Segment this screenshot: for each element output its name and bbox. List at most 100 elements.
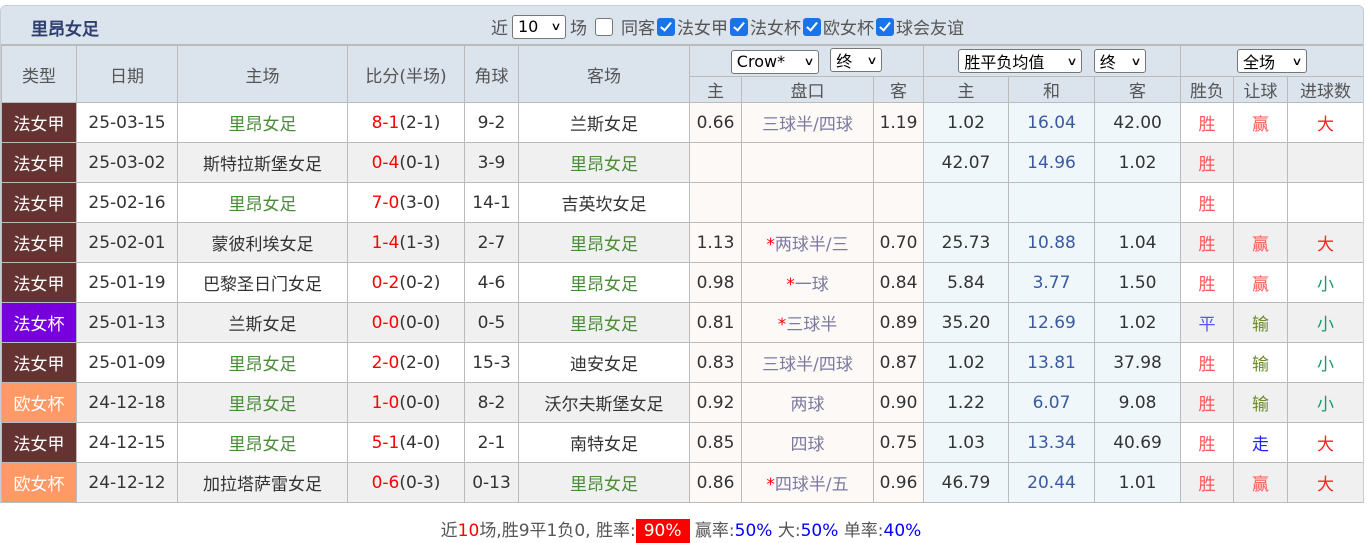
ah-away-odds	[872, 142, 925, 183]
ou-result: 小	[1287, 382, 1363, 423]
match-count-select[interactable]: 10 ∨	[512, 14, 566, 39]
away-team[interactable]: 里昂女足	[518, 222, 690, 263]
summary-text: 近	[440, 521, 458, 541]
match-type[interactable]: 法女甲	[1, 142, 77, 183]
ah-line	[741, 142, 874, 183]
match-history-panel: 里昂女足 近 10 ∨ 场 同客 法女甲 法女杯 欧女杯 球会友谊 类型 日期 主场 比分…	[0, 5, 1364, 503]
match-type[interactable]: 法女甲	[1, 342, 77, 383]
eu-draw-odds: 13.81	[1008, 342, 1096, 383]
away-team[interactable]: 里昂女足	[518, 462, 690, 503]
corners: 9-2	[464, 102, 519, 143]
table-row: 法女甲 25-03-15 里昂女足 8-1(2-1) 9-2 兰斯女足 0.66 三球半/四球…	[1, 102, 1363, 143]
ah-home-odds: 0.81	[689, 302, 742, 343]
filter-checkbox[interactable]	[876, 17, 894, 36]
eu-home-odds: 35.20	[923, 302, 1010, 343]
table-row: 法女甲 25-02-16 里昂女足 7-0(3-0) 14-1 吉英坎女足胜	[1, 182, 1363, 223]
match-type[interactable]: 法女甲	[1, 182, 77, 223]
ah-away-odds	[872, 182, 925, 223]
home-team[interactable]: 里昂女足	[177, 342, 348, 383]
away-team[interactable]: 里昂女足	[518, 142, 690, 183]
ah-line: *四球半/五	[741, 462, 874, 503]
title-bar: 里昂女足 近 10 ∨ 场 同客 法女甲 法女杯 欧女杯 球会友谊	[1, 6, 1363, 45]
match-type[interactable]: 法女甲	[1, 102, 77, 143]
away-team[interactable]: 沃尔夫斯堡女足	[518, 382, 690, 423]
star-marker: *	[766, 475, 775, 495]
ah-line: *两球半/三	[741, 222, 874, 263]
home-team[interactable]: 里昂女足	[177, 102, 348, 143]
away-team[interactable]: 里昂女足	[518, 262, 690, 303]
half-time-score: (0-1)	[399, 152, 441, 173]
match-type[interactable]: 法女甲	[1, 262, 77, 303]
home-team[interactable]: 兰斯女足	[177, 302, 348, 343]
home-team[interactable]: 里昂女足	[177, 422, 348, 463]
ah-stage-select[interactable]: 终 ∨	[830, 48, 883, 73]
table-row: 法女甲 24-12-15 里昂女足 5-1(4-0) 2-1 南特女足 0.85 四球 0.75…	[1, 422, 1363, 463]
eu-home-odds: 25.73	[923, 222, 1010, 263]
scope-select[interactable]: 全场 ∨	[1237, 49, 1308, 73]
ah-home-odds: 0.86	[689, 462, 742, 503]
chevron-down-icon: ∨	[550, 20, 562, 33]
score: 0-6(0-3)	[347, 462, 465, 503]
eu-home-odds: 1.22	[923, 382, 1010, 423]
ah-stage-value: 终	[836, 52, 853, 72]
away-team[interactable]: 里昂女足	[518, 302, 690, 343]
eu-draw-odds: 13.34	[1008, 422, 1096, 463]
eu-away-odds: 9.08	[1094, 382, 1182, 423]
full-time-score: 0-0	[371, 312, 400, 333]
filter-checkbox[interactable]	[595, 17, 613, 36]
filter-checkbox[interactable]	[803, 17, 821, 36]
away-team[interactable]: 迪安女足	[518, 342, 690, 383]
match-date: 25-03-02	[76, 142, 178, 183]
eu-draw-odds: 16.04	[1008, 102, 1096, 143]
ah-result: 赢	[1233, 102, 1289, 143]
filter-checkbox[interactable]	[657, 17, 675, 36]
star-marker: *	[766, 235, 775, 255]
col-corner: 角球	[464, 45, 519, 103]
match-type[interactable]: 法女甲	[1, 222, 77, 263]
eu-home-odds	[923, 182, 1010, 223]
home-team[interactable]: 斯特拉斯堡女足	[177, 142, 348, 183]
result: 平	[1180, 302, 1235, 343]
away-team[interactable]: 兰斯女足	[518, 102, 690, 143]
home-team[interactable]: 蒙彼利埃女足	[177, 222, 348, 263]
euro-type-select[interactable]: 胜平负均值 ∨	[958, 49, 1083, 73]
filter-label: 法女杯	[750, 19, 801, 39]
match-type[interactable]: 法女杯	[1, 302, 77, 343]
company-select[interactable]: Crow* ∨	[730, 49, 819, 74]
recent-label: 近	[491, 19, 508, 39]
match-type[interactable]: 欧女杯	[1, 382, 77, 423]
score: 2-0(2-0)	[347, 342, 465, 383]
match-date: 25-01-19	[76, 262, 178, 303]
ou-result: 大	[1287, 102, 1363, 143]
ou-result: 小	[1287, 262, 1363, 303]
ou-result	[1287, 182, 1363, 223]
match-type[interactable]: 欧女杯	[1, 462, 77, 503]
home-team[interactable]: 巴黎圣日门女足	[177, 262, 348, 303]
home-team[interactable]: 里昂女足	[177, 382, 348, 423]
match-count-value: 10	[518, 17, 539, 36]
col-ah-line: 盘口	[741, 76, 874, 103]
filter-checkbox[interactable]	[730, 17, 748, 36]
ah-home-odds	[689, 142, 742, 183]
matches-label: 场	[570, 19, 587, 39]
match-date: 25-03-15	[76, 102, 178, 143]
home-team[interactable]: 里昂女足	[177, 182, 348, 223]
corners: 0-5	[464, 302, 519, 343]
home-team[interactable]: 加拉塔萨雷女足	[177, 462, 348, 503]
ah-home-odds: 0.85	[689, 422, 742, 463]
euro-stage-select[interactable]: 终 ∨	[1093, 49, 1146, 73]
match-type[interactable]: 法女甲	[1, 422, 77, 463]
euro-odds-header: 胜平负均值 ∨ 终 ∨	[923, 45, 1182, 77]
ah-home-odds: 0.66	[689, 102, 742, 143]
corners: 15-3	[464, 342, 519, 383]
corners: 0-13	[464, 462, 519, 503]
ou-result: 小	[1287, 342, 1363, 383]
half-time-score: (0-2)	[399, 272, 441, 293]
full-time-score: 5-1	[371, 432, 400, 453]
ah-line-text: 三球半	[786, 315, 838, 335]
away-team[interactable]: 吉英坎女足	[518, 182, 690, 223]
corners: 2-7	[464, 222, 519, 263]
away-team[interactable]: 南特女足	[518, 422, 690, 463]
eu-away-odds: 37.98	[1094, 342, 1182, 383]
filters: 近 10 ∨ 场 同客 法女甲 法女杯 欧女杯 球会友谊	[491, 14, 964, 39]
